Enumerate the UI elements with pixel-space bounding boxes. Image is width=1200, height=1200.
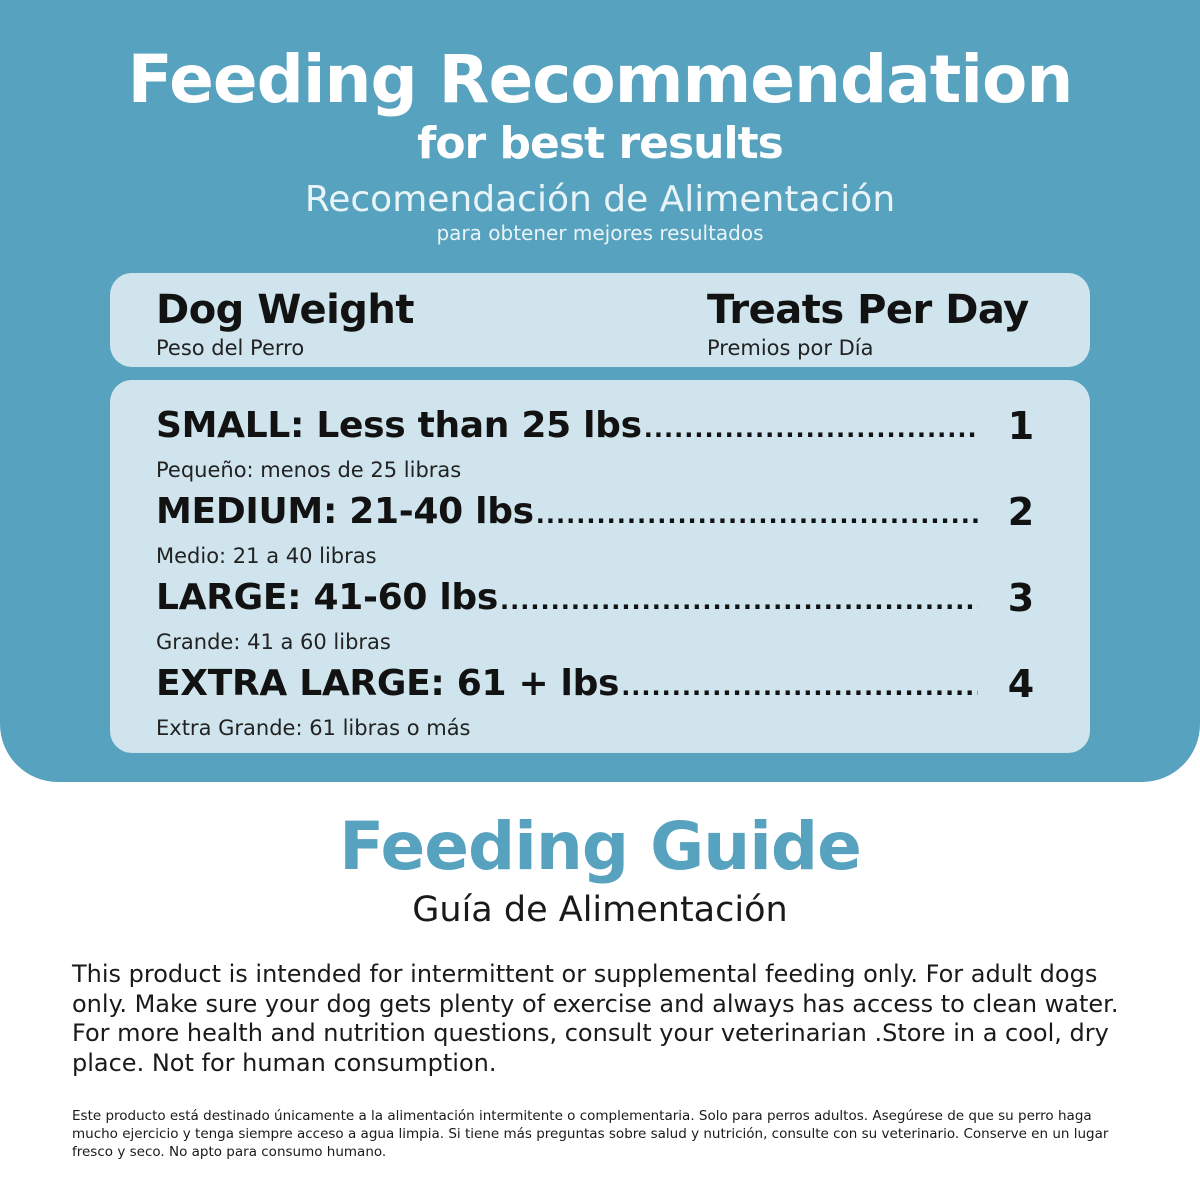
page-title: Feeding Recommendation <box>127 41 1074 118</box>
dot-leader: ........................................… <box>500 587 978 615</box>
dog-weight-header: Dog Weight <box>156 287 415 333</box>
row-weight-label-spanish: Pequeño: menos de 25 libras <box>156 458 462 482</box>
row-treat-count: 4 <box>1007 662 1035 706</box>
dot-leader: ........................................… <box>535 501 978 529</box>
dog-weight-header-spanish: Peso del Perro <box>156 336 305 360</box>
row-treat-count: 3 <box>1007 576 1035 620</box>
table-row-small: SMALL: Less than 25 lbs ................… <box>156 402 1046 488</box>
table-row-medium: MEDIUM: 21-40 lbs ......................… <box>156 488 1046 574</box>
row-weight-label: EXTRA LARGE: 61 + lbs <box>156 663 620 704</box>
row-weight-label-spanish: Grande: 41 a 60 libras <box>156 630 391 654</box>
treats-per-day-header: Treats Per Day <box>707 287 1029 333</box>
row-treat-count: 2 <box>1007 490 1035 534</box>
row-weight-label-spanish: Extra Grande: 61 libras o más <box>156 716 471 740</box>
row-weight-label: SMALL: Less than 25 lbs <box>156 405 642 446</box>
page-title-spanish: Recomendación de Alimentación <box>304 179 896 220</box>
feeding-guide-text: This product is intended for intermitten… <box>72 960 1119 1077</box>
table-body-card: SMALL: Less than 25 lbs ................… <box>110 380 1090 753</box>
page-subtitle: for best results <box>417 118 784 169</box>
feeding-guide-title: Feeding Guide <box>339 808 862 885</box>
table-row-large: LARGE: 41-60 lbs .......................… <box>156 574 1046 660</box>
treats-per-day-header-spanish: Premios por Día <box>707 336 874 360</box>
row-treat-count: 1 <box>1007 404 1035 448</box>
row-weight-label: LARGE: 41-60 lbs <box>156 577 498 618</box>
row-weight-label-spanish: Medio: 21 a 40 libras <box>156 544 377 568</box>
page-subtitle-spanish: para obtener mejores resultados <box>436 221 764 245</box>
table-header-card: Dog Weight Peso del Perro Treats Per Day… <box>110 273 1090 367</box>
dot-leader: ........................................… <box>643 415 978 443</box>
feeding-guide-title-spanish: Guía de Alimentación <box>412 890 788 930</box>
table-row-extra-large: EXTRA LARGE: 61 + lbs ..................… <box>156 660 1046 746</box>
dot-leader: ........................................… <box>621 673 978 701</box>
row-weight-label: MEDIUM: 21-40 lbs <box>156 491 534 532</box>
feeding-guide-text-spanish: Este producto está destinado únicamente … <box>72 1108 1109 1160</box>
